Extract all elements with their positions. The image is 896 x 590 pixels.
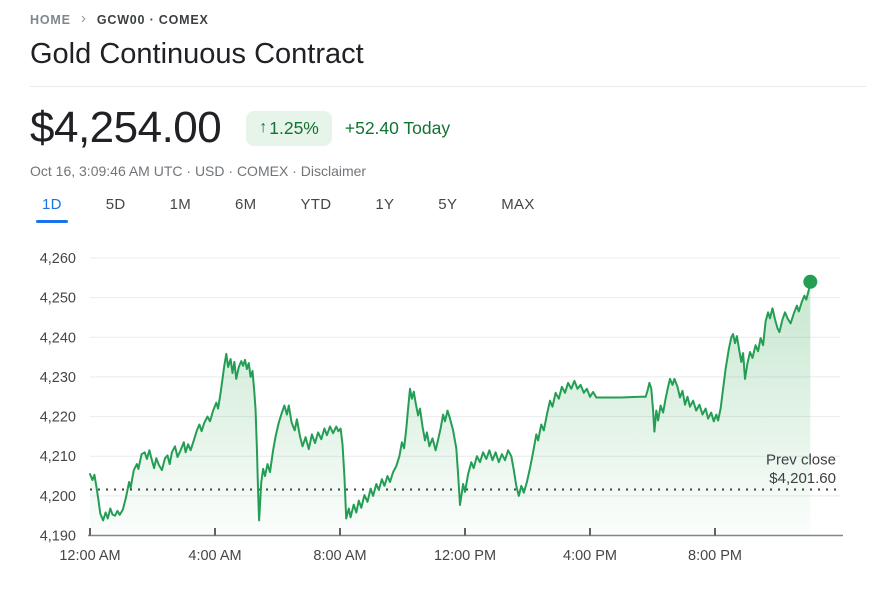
current-price: $4,254.00 [30, 103, 222, 152]
price-area-fill [90, 281, 811, 536]
time-range-tabs: 1D 5D 1M 6M YTD 1Y 5Y MAX [36, 196, 535, 223]
price-chart[interactable]: 12:00 AM 4:00 AM 8:00 AM 12:00 PM 4:00 PM 8:0… [0, 240, 896, 590]
prev-close-label: Prev close [766, 452, 836, 469]
x-tick-label: 8:00 PM [688, 548, 742, 564]
x-tick-label: 12:00 AM [59, 548, 120, 564]
y-tick-label: 4,210 [40, 449, 76, 465]
x-tick-label: 4:00 PM [563, 548, 617, 564]
page-title: Gold Continuous Contract [30, 38, 364, 70]
tab-5y[interactable]: 5Y [438, 196, 458, 213]
percent-change-value: 1.25% [269, 117, 319, 138]
x-tick-label: 8:00 AM [313, 548, 366, 564]
x-tick-label: 4:00 AM [188, 548, 241, 564]
tab-max[interactable]: MAX [501, 196, 535, 213]
y-tick-label: 4,250 [40, 291, 76, 307]
breadcrumb-symbol: GCW00 · COMEX [96, 13, 209, 27]
y-tick-label: 4,200 [40, 489, 76, 505]
y-tick-label: 4,220 [40, 410, 76, 426]
tab-ytd[interactable]: YTD [300, 196, 332, 213]
tab-5d[interactable]: 5D [105, 196, 126, 213]
breadcrumb-home-link[interactable]: HOME [30, 13, 71, 27]
prev-close-value: $4,201.60 [769, 470, 836, 487]
price-line [89, 280, 812, 522]
disclaimer-link[interactable]: Disclaimer [300, 163, 367, 179]
price-change-today: +52.40 Today [344, 117, 451, 138]
quote-meta: Oct 16, 3:09:46 AM UTC · USD · COMEX · D… [30, 163, 366, 179]
percent-change-badge: ↑ 1.25% [246, 110, 332, 146]
arrow-up-icon: ↑ [259, 119, 268, 136]
y-tick-label: 4,190 [40, 529, 76, 545]
header-divider [30, 86, 866, 87]
x-tick-label: 12:00 PM [434, 548, 496, 564]
quote-timestamp: Oct 16, 3:09:46 AM UTC · USD · COMEX · [30, 163, 301, 179]
y-tick-label: 4,260 [40, 251, 76, 267]
tab-6m[interactable]: 6M [235, 196, 257, 213]
y-tick-label: 4,230 [40, 370, 76, 386]
price-chart-svg: 12:00 AM 4:00 AM 8:00 AM 12:00 PM 4:00 PM 8:0… [40, 251, 843, 564]
tab-1d[interactable]: 1D [36, 196, 68, 223]
tab-1y[interactable]: 1Y [375, 196, 395, 213]
chevron-right-icon: › [80, 10, 87, 27]
latest-price-dot [803, 274, 818, 289]
quote-price-row: $4,254.00 ↑ 1.25% +52.40 Today [30, 103, 450, 153]
y-tick-label: 4,240 [40, 330, 76, 346]
tab-1m[interactable]: 1M [169, 196, 191, 213]
breadcrumb: HOME › GCW00 · COMEX [30, 10, 209, 28]
